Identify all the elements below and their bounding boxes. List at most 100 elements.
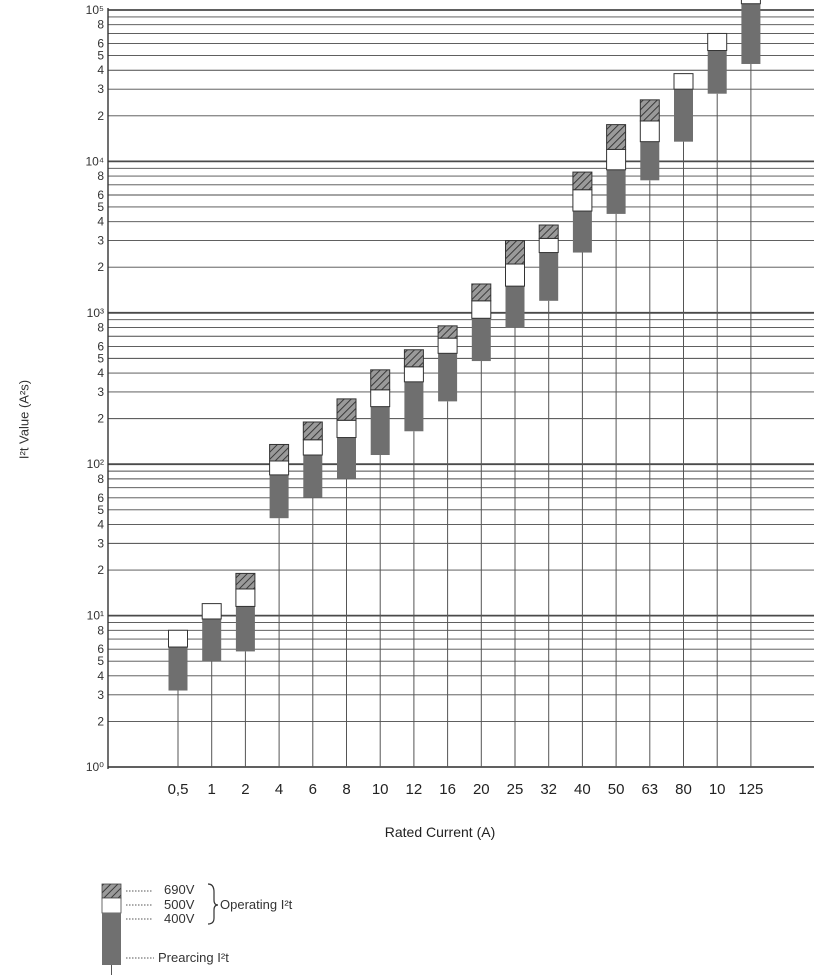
x-tick-label: 20 — [473, 781, 490, 798]
y-tick-label: 10¹ — [87, 609, 104, 623]
v500-segment — [336, 419, 357, 439]
v690-segment — [505, 240, 525, 265]
v690-segment — [538, 224, 559, 239]
prearcing-bar — [505, 286, 525, 328]
prearcing-bar — [235, 606, 255, 652]
y-tick-label: 3 — [97, 536, 104, 550]
x-tick-label: 12 — [406, 781, 423, 798]
v500-segment — [639, 120, 660, 143]
y-tick-labels: 10⁰23456810¹23456810²23456810³23456810⁴2… — [85, 3, 104, 774]
y-tick-label: 2 — [97, 412, 104, 426]
prearcing-bar — [202, 618, 222, 662]
prearcing-bar — [269, 474, 289, 519]
v500-segment — [235, 588, 256, 607]
v690-segment — [606, 124, 627, 150]
y-tick-label: 6 — [97, 339, 104, 353]
y-tick-label: 2 — [97, 260, 104, 274]
x-tick-label: 10 — [372, 781, 389, 798]
y-tick-label: 5 — [97, 503, 104, 517]
v690-segment — [235, 572, 256, 590]
prearcing-bar — [572, 211, 592, 253]
y-tick-label: 10⁴ — [85, 154, 104, 168]
legend-690-swatch — [101, 883, 122, 899]
x-axis-title: Rated Current (A) — [384, 824, 496, 840]
v500-segment — [269, 460, 290, 476]
v500-segment — [168, 629, 188, 648]
x-tick-label: 16 — [439, 781, 456, 798]
y-tick-label: 3 — [97, 82, 104, 96]
v500-segment — [538, 237, 559, 254]
prearcing-bar — [303, 455, 323, 498]
v500-segment — [471, 300, 492, 319]
prearcing-bar — [674, 89, 693, 142]
y-tick-label: 6 — [97, 37, 104, 51]
y-tick-label: 8 — [97, 18, 104, 32]
y-tick-label: 10² — [87, 457, 104, 471]
x-tick-label: 40 — [574, 781, 591, 798]
x-tick-label: 25 — [507, 781, 524, 798]
v500-segment — [572, 189, 593, 212]
y-tick-label: 5 — [97, 200, 104, 214]
x-tick-label: 125 — [738, 781, 763, 798]
x-tick-label: 50 — [608, 781, 625, 798]
stems — [177, 63, 752, 767]
v500-segment — [403, 366, 424, 383]
legend-400-swatch — [102, 913, 121, 965]
x-tick-label: 1 — [208, 781, 216, 798]
x-tick-label: 6 — [309, 781, 317, 798]
v500-segment — [707, 32, 728, 52]
y-tick-label: 8 — [97, 472, 104, 486]
v500-segment — [606, 148, 627, 171]
v500-segment — [437, 337, 458, 354]
prearcing-bar — [640, 141, 660, 181]
x-tick-label: 0,5 — [168, 781, 189, 798]
legend-prearcing-label: Prearcing I²t — [158, 950, 229, 965]
prearcing-bar — [168, 647, 188, 691]
prearcing-bar — [539, 252, 559, 301]
x-tick-labels: 0,5 1 2 4 6 8 10 12 16 20 25 32 40 50 63 80 10 125 — [168, 781, 764, 798]
y-tick-label: 2 — [97, 714, 104, 728]
y-tick-label: 5 — [97, 351, 104, 365]
v500-segment — [370, 389, 391, 408]
v690-segment — [639, 99, 660, 122]
y-tick-label: 5 — [97, 654, 104, 668]
prearcing-bar — [707, 50, 727, 94]
y-tick-label: 4 — [97, 517, 104, 531]
prearcing-bar — [606, 169, 626, 214]
y-tick-label: 2 — [97, 109, 104, 123]
x-tick-label: 32 — [540, 781, 557, 798]
v500-segment — [201, 603, 222, 620]
x-tick-label: 10 — [709, 781, 726, 798]
v500-segment — [740, 0, 761, 5]
prearcing-bar — [404, 381, 424, 432]
legend-operating-label: Operating I²t — [220, 897, 293, 912]
y-tick-label: 8 — [97, 169, 104, 183]
v690-segment — [471, 283, 492, 302]
v690-segment — [403, 349, 424, 368]
v500-segment — [302, 439, 323, 456]
prearcing-bar — [741, 3, 761, 64]
v690-segment — [572, 171, 593, 191]
y-tick-label: 2 — [97, 563, 104, 577]
v690-segment — [370, 369, 391, 391]
x-tick-label: 63 — [641, 781, 658, 798]
y-tick-label: 6 — [97, 188, 104, 202]
y-tick-label: 10³ — [87, 306, 104, 320]
x-tick-label: 8 — [342, 781, 350, 798]
y-tick-label: 4 — [97, 63, 104, 77]
v690-segment — [336, 398, 357, 421]
v690-segment — [269, 443, 290, 462]
prearcing-bar — [438, 353, 458, 402]
y-tick-label: 6 — [97, 642, 104, 656]
y-tick-label: 8 — [97, 320, 104, 334]
y-tick-label: 10⁵ — [86, 3, 104, 17]
y-tick-label: 10⁰ — [86, 760, 104, 774]
x-tick-label: 4 — [275, 781, 283, 798]
v690-segment — [302, 421, 323, 441]
x-tick-label: 2 — [241, 781, 249, 798]
y-tick-label: 3 — [97, 385, 104, 399]
y-tick-label: 4 — [97, 215, 104, 229]
y-tick-label: 4 — [97, 366, 104, 380]
legend: 690V 500V 400V Operating I²t Prearcing I… — [100, 880, 400, 975]
